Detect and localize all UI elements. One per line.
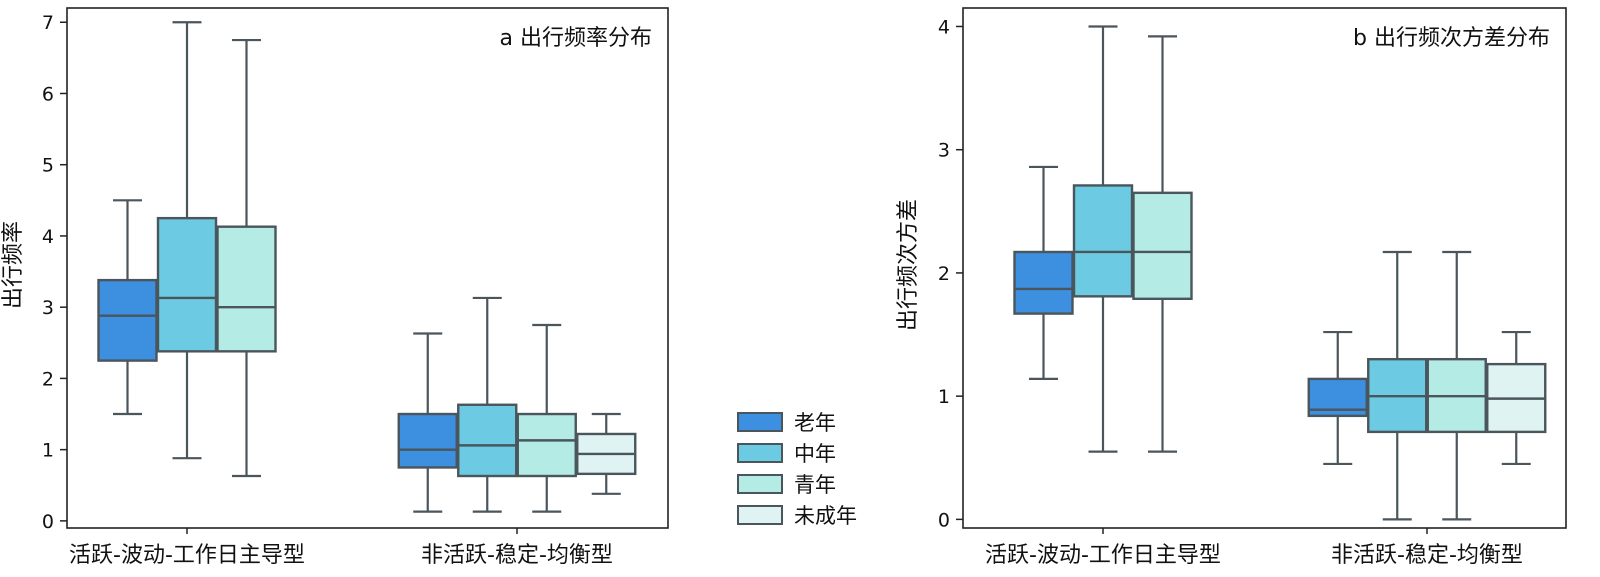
x-category-label: 非活跃-稳定-均衡型 <box>421 543 613 568</box>
box-老年 <box>97 199 158 416</box>
legend-swatch <box>737 443 783 463</box>
y-tick-label: 6 <box>42 83 54 105</box>
y-tick-label: 3 <box>42 297 54 319</box>
box-iqr <box>516 412 577 478</box>
box-中年 <box>156 21 218 460</box>
y-axis-label: 出行频率 <box>1 221 26 309</box>
box-未成年 <box>576 412 637 495</box>
legend-swatch <box>737 474 783 494</box>
legend-label: 青年 <box>794 473 836 497</box>
box-iqr <box>156 216 218 353</box>
box-iqr <box>457 403 518 478</box>
box-青年 <box>1426 250 1487 521</box>
legend-swatch <box>737 505 783 525</box>
y-tick-label: 4 <box>42 226 54 248</box>
y-tick-label: 0 <box>42 511 54 533</box>
box-中年 <box>1072 25 1134 453</box>
y-tick-label: 4 <box>938 16 950 38</box>
box-老年 <box>1307 330 1368 466</box>
box-iqr <box>216 225 277 353</box>
y-tick-label: 1 <box>42 440 54 462</box>
panel-b: 0 1 2 3 4 活跃-波动-工作日主导型 非活跃-稳定-均衡型 出行频次方差 b 出行频次方… <box>896 7 1567 568</box>
plot-frame <box>66 7 669 529</box>
panel-title: a 出行频率分布 <box>500 26 652 51</box>
y-tick-label: 0 <box>938 509 950 531</box>
box-iqr <box>1132 191 1193 301</box>
box-iqr <box>397 412 458 469</box>
box-中年 <box>457 296 518 513</box>
box-iqr <box>1013 250 1074 315</box>
panel-title: b 出行频次方差分布 <box>1353 26 1550 51</box>
legend-label: 中年 <box>794 442 836 466</box>
y-tick-label: 2 <box>938 263 950 285</box>
x-category-label: 活跃-波动-工作日主导型 <box>69 543 305 568</box>
box-iqr <box>1072 184 1134 298</box>
x-category-label: 非活跃-稳定-均衡型 <box>1331 543 1523 568</box>
box-中年 <box>1367 250 1428 521</box>
legend-label: 未成年 <box>794 504 857 528</box>
box-青年 <box>1132 35 1193 453</box>
box-老年 <box>397 332 458 513</box>
box-未成年 <box>1486 330 1547 466</box>
legend-label: 老年 <box>794 411 836 435</box>
box-iqr <box>97 278 158 362</box>
y-axis-label: 出行频次方差 <box>896 199 921 331</box>
box-青年 <box>216 38 277 478</box>
y-tick-label: 2 <box>42 368 54 390</box>
panel-a: 0 1 2 3 4 5 6 7 活跃-波动-工作日主导型 非活跃-稳定-均衡型 出行频率 a 出行频率… <box>1 7 669 568</box>
legend-swatch <box>737 412 783 432</box>
box-青年 <box>516 323 577 513</box>
box-老年 <box>1013 165 1074 381</box>
plot-frame <box>962 7 1567 529</box>
y-tick-label: 7 <box>42 12 54 34</box>
y-tick-label: 5 <box>42 155 54 177</box>
y-tick-label: 3 <box>938 140 950 162</box>
y-tick-label: 1 <box>938 386 950 408</box>
x-category-label: 活跃-波动-工作日主导型 <box>985 543 1221 568</box>
